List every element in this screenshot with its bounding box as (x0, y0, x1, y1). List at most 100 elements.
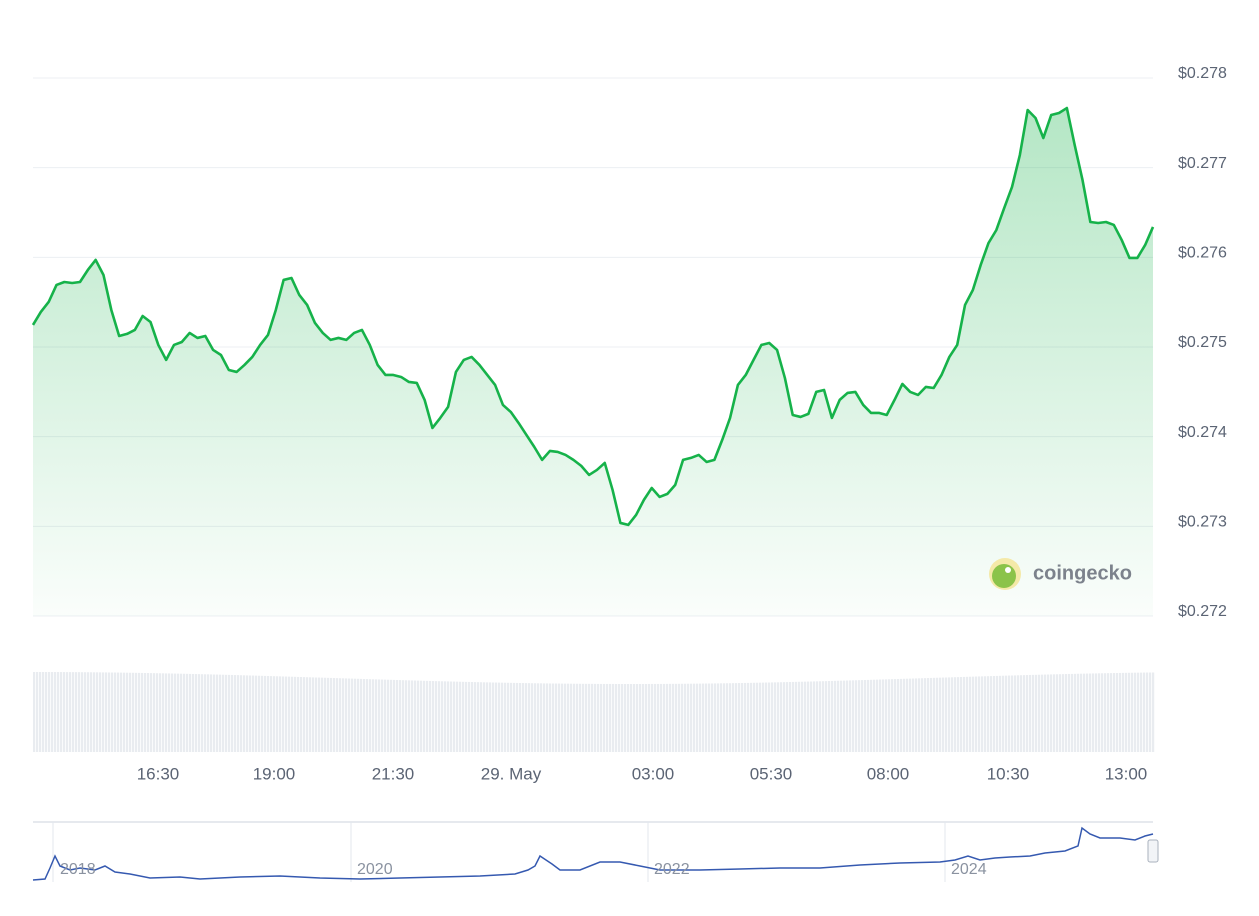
volume-bar (867, 679, 870, 752)
volume-bar (642, 683, 645, 752)
volume-bar (432, 681, 435, 752)
volume-bar (60, 672, 63, 752)
volume-bar (222, 674, 225, 752)
y-tick-label: $0.272 (1178, 603, 1227, 620)
volume-bar (720, 683, 723, 752)
volume-bar (942, 677, 945, 752)
volume-bar (831, 680, 834, 752)
volume-bar (105, 672, 108, 752)
volume-bar (990, 676, 993, 752)
volume-bar (1017, 675, 1020, 752)
volume-bar (357, 678, 360, 752)
volume-bar (72, 672, 75, 752)
plot (31, 106, 1155, 616)
volume-bar (123, 672, 126, 752)
volume-bar (1149, 672, 1152, 752)
volume-bar (849, 680, 852, 752)
volume-bar (939, 677, 942, 752)
volume-bar (78, 672, 81, 752)
volume-bar (1071, 673, 1074, 752)
volume-bar (480, 682, 483, 752)
volume-bar (45, 672, 48, 752)
volume-bar (456, 681, 459, 752)
volume-bar (138, 672, 141, 752)
y-tick-label: $0.274 (1178, 424, 1227, 441)
volume-bar (789, 682, 792, 752)
volume-bar (57, 672, 60, 752)
volume-bar (525, 683, 528, 752)
volume-bar (1038, 674, 1041, 752)
volume-bar (810, 681, 813, 752)
volume-bar (1068, 673, 1071, 752)
volume-bar (207, 674, 210, 752)
volume-bar (726, 683, 729, 752)
volume-bar (639, 683, 642, 752)
volume-bar (1104, 673, 1107, 752)
logo (992, 564, 1016, 588)
volume-bar (399, 680, 402, 752)
volume-bar (645, 683, 648, 752)
volume-bar (930, 677, 933, 752)
volume-bar (1005, 675, 1008, 752)
volume-bar (600, 683, 603, 752)
volume-bar (768, 682, 771, 752)
nav-handle[interactable] (1147, 839, 1159, 863)
volume-bar (312, 677, 315, 752)
volume-bar (624, 683, 627, 752)
volume-bar (258, 675, 261, 752)
volume-bar (1131, 672, 1134, 752)
volume-bar (90, 672, 93, 752)
volume-bar (1020, 675, 1023, 752)
volume-bar (573, 683, 576, 752)
volume-bar (321, 677, 324, 752)
volume-bar (534, 683, 537, 752)
volume-bar (783, 682, 786, 752)
volume-bar (864, 679, 867, 752)
volume-bar (396, 679, 399, 752)
volume-bar (786, 682, 789, 752)
volume-bar (684, 683, 687, 752)
volume-bar (447, 681, 450, 752)
volume-bar (474, 682, 477, 752)
volume-bar (1113, 673, 1116, 752)
x-tick-label: 21:30 (372, 764, 415, 783)
volume-bar (408, 680, 411, 752)
volume-bar (1116, 672, 1119, 752)
volume-bar (1041, 674, 1044, 752)
volume-bar (1134, 672, 1137, 752)
area (33, 108, 1153, 616)
volume-bar (792, 681, 795, 752)
volume-bar (309, 677, 312, 752)
volume-bar (477, 682, 480, 752)
volume-bar (51, 672, 54, 752)
x-tick-label: 03:00 (632, 764, 675, 783)
volume-bar (876, 679, 879, 752)
volume-bar (981, 676, 984, 752)
y-tick-label: $0.278 (1178, 65, 1227, 82)
volume-bar (678, 683, 681, 752)
volume-bar (630, 684, 633, 752)
volume-bar (1119, 672, 1122, 752)
volume-bar (354, 678, 357, 752)
volume-bar (597, 683, 600, 752)
volume-bar (744, 682, 747, 752)
volume-bar (87, 672, 90, 752)
volume-bar (216, 674, 219, 752)
volume-bar (537, 683, 540, 752)
volume-bar (345, 678, 348, 752)
x-axis: 16:30 19:00 21:30 29. May 03:00 05:30 08:00 10:… (137, 764, 1148, 783)
volume-bar (579, 683, 582, 752)
volume-bar (285, 676, 288, 752)
volume-bar (807, 681, 810, 752)
x-tick-label: 19:00 (253, 764, 296, 783)
volume-bar (108, 672, 111, 752)
volume-bar (603, 683, 606, 752)
logo-eye (1005, 567, 1011, 573)
volume-bar (465, 681, 468, 752)
volume-bar (702, 683, 705, 752)
volume-bar (144, 672, 147, 752)
volume-bar (1044, 674, 1047, 752)
volume-bar (210, 674, 213, 752)
volume-bar (906, 678, 909, 752)
volume-bar (366, 679, 369, 752)
